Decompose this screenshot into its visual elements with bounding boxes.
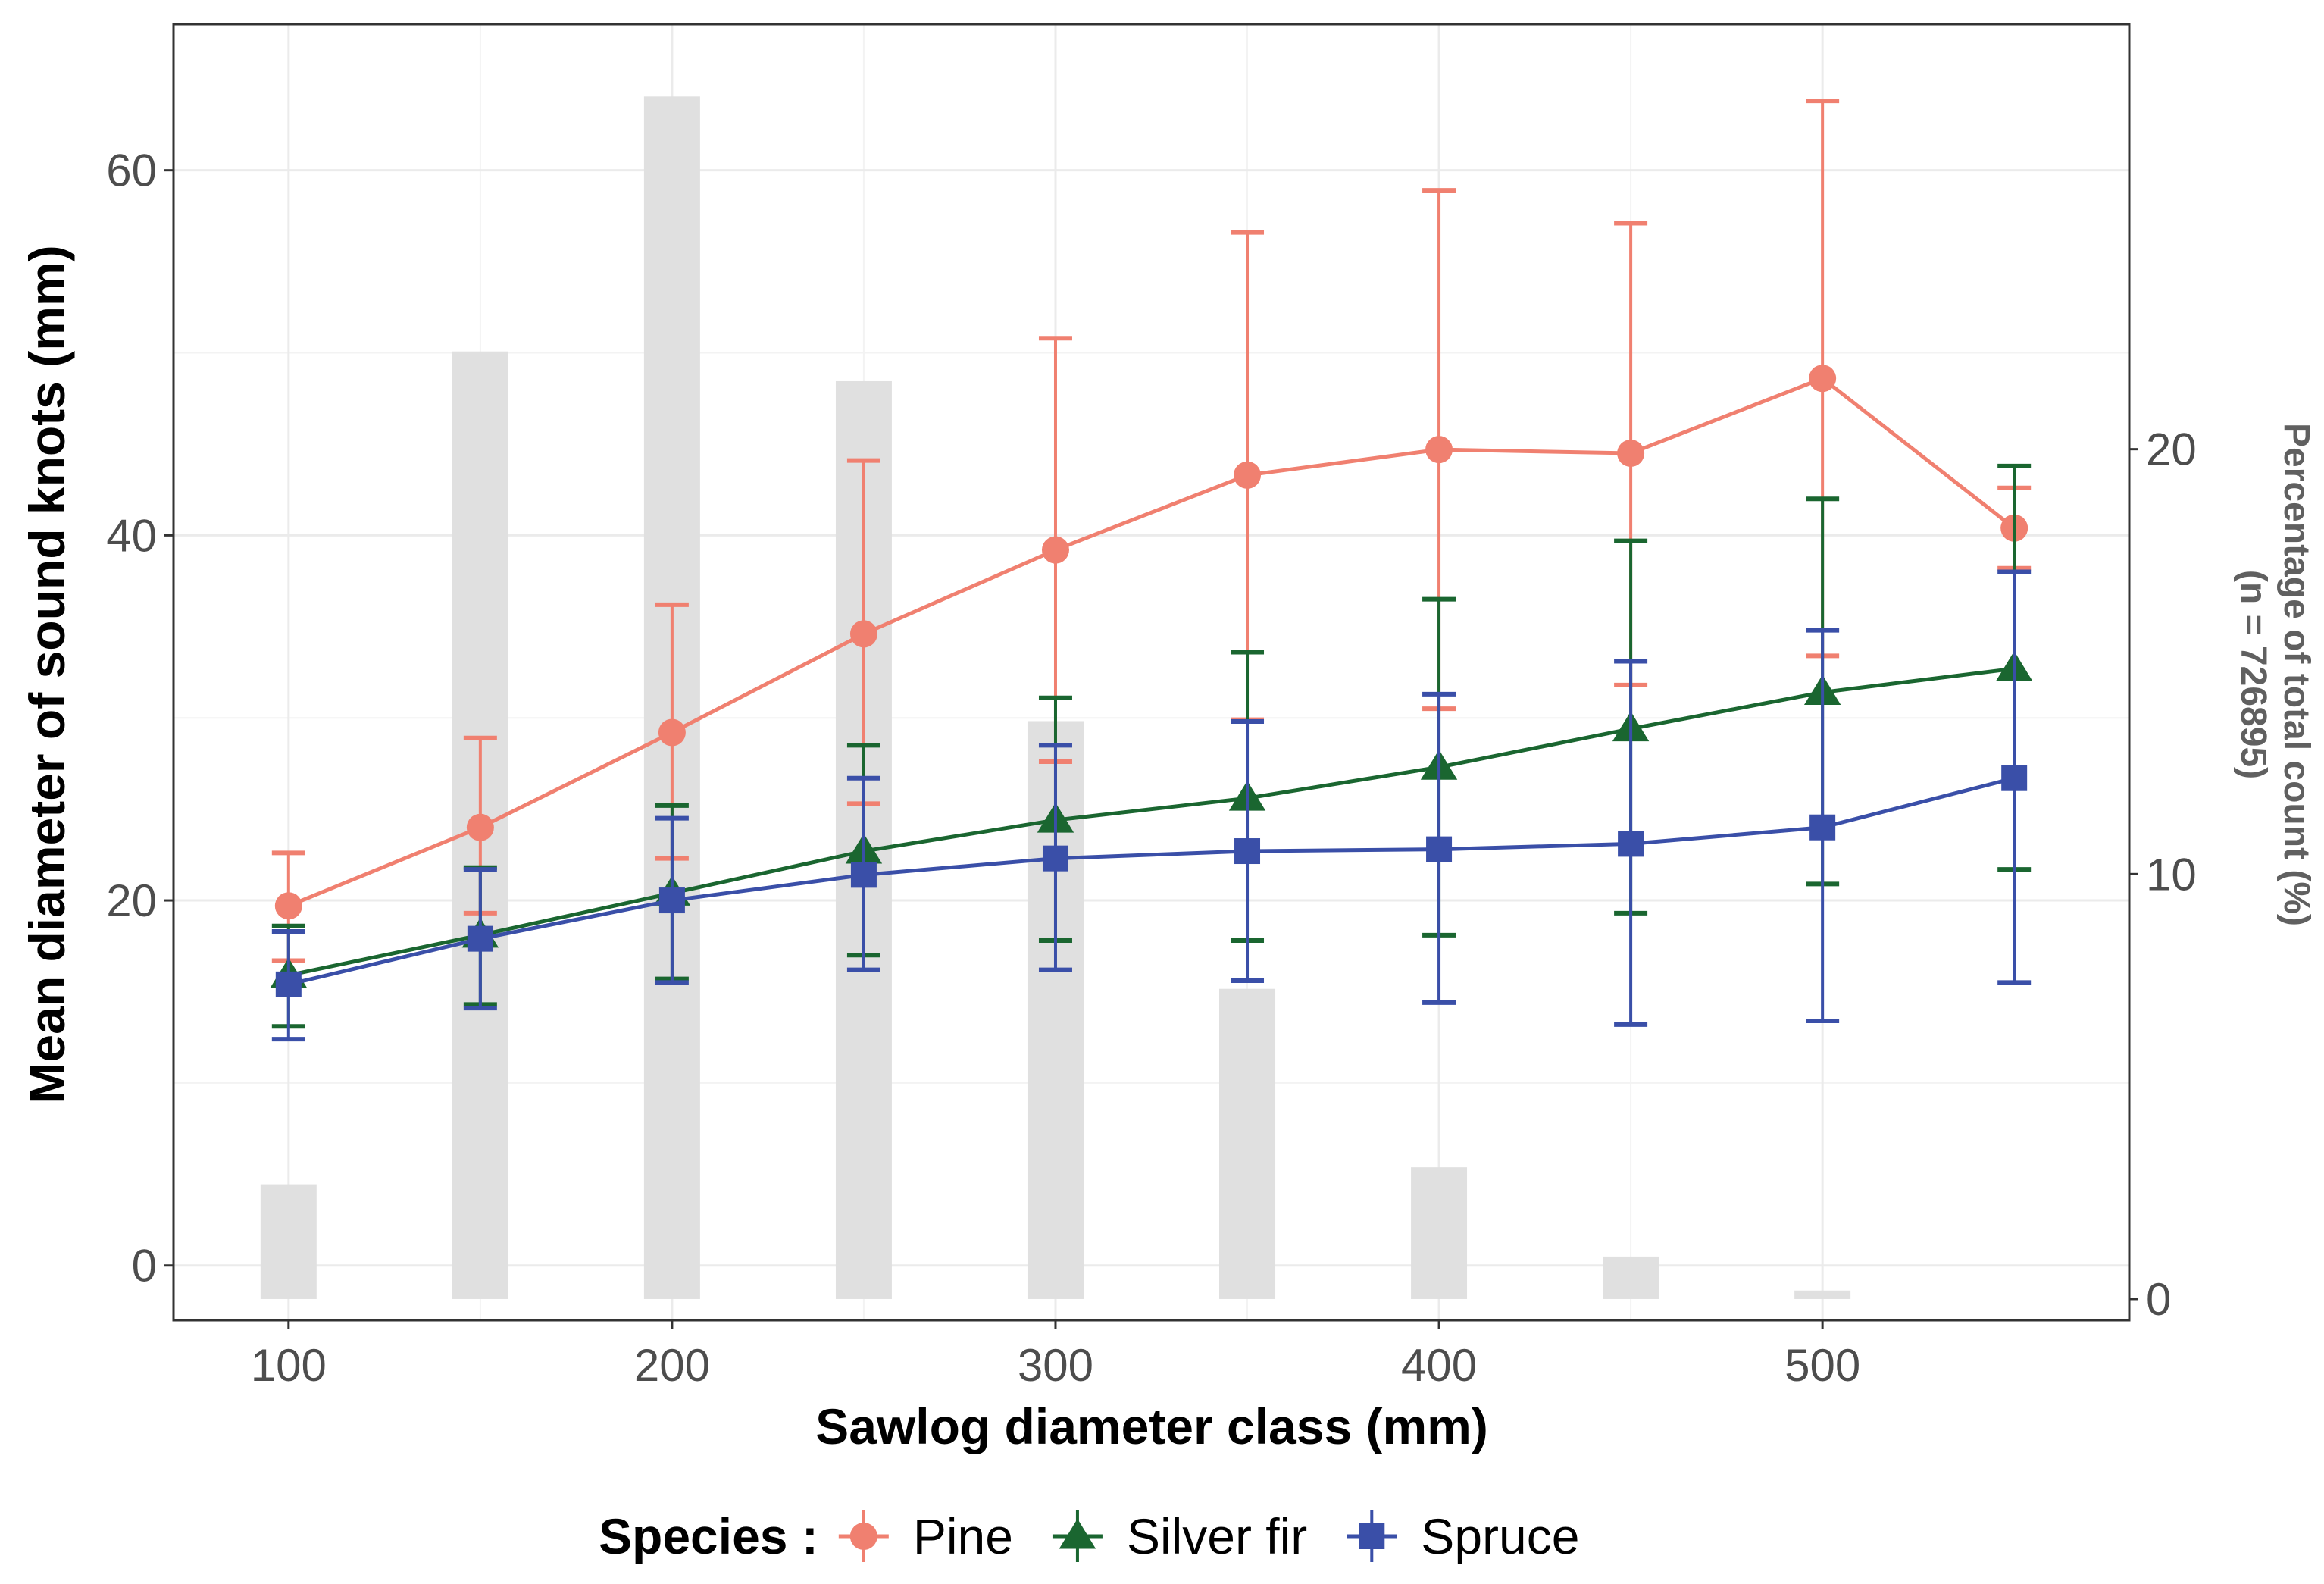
y2-tick-label: 0: [2146, 1274, 2171, 1325]
legend-marker: [1359, 1523, 1385, 1549]
series-pine: [271, 99, 2032, 963]
x-tick-label: 400: [1401, 1340, 1477, 1391]
y-tick-label: 0: [132, 1241, 157, 1291]
bar: [1411, 1167, 1468, 1299]
data-point: [1618, 831, 1644, 857]
data-point: [275, 971, 302, 997]
data-point: [466, 813, 494, 841]
series-layer: [270, 99, 2033, 1042]
data-point: [850, 862, 877, 888]
bar: [1603, 1256, 1659, 1299]
legend-item-pine: Pine: [838, 1508, 1013, 1564]
bar: [260, 1184, 317, 1299]
y2-axis: 0 10 20: [2129, 424, 2197, 1325]
data-point: [2001, 765, 2028, 791]
series-line: [288, 776, 2015, 987]
series-line: [288, 666, 2015, 978]
data-point: [658, 887, 685, 914]
y-tick-label: 60: [106, 146, 157, 196]
legend-label: Spruce: [1421, 1508, 1579, 1564]
legend-marker: [849, 1523, 877, 1550]
data-point: [1234, 461, 1262, 489]
y-tick-label: 20: [106, 875, 157, 926]
data-point: [1425, 436, 1453, 464]
y2-axis-title: Percentage of total count (%): [2276, 423, 2316, 926]
y2-axis-subtitle: (n = 726895): [2233, 570, 2273, 779]
panel-border: [172, 23, 2131, 1322]
data-point: [658, 718, 686, 747]
y-axis: 0 20 40 60: [106, 146, 174, 1291]
legend-item-spruce: Spruce: [1347, 1508, 1579, 1564]
data-point: [1426, 836, 1453, 862]
x-axis: 100 200 300 400 500: [251, 1320, 1860, 1391]
x-axis-title: Sawlog diameter class (mm): [815, 1398, 1488, 1454]
y-tick-label: 40: [106, 510, 157, 561]
y2-tick-label: 20: [2146, 424, 2197, 475]
bar: [1794, 1290, 1851, 1299]
y2-tick-label: 10: [2146, 849, 2197, 900]
x-tick-label: 100: [251, 1340, 327, 1391]
data-point: [1809, 365, 1837, 393]
legend: Species : Pine Silver fir Spruce: [599, 1508, 1579, 1564]
data-point: [1234, 838, 1261, 865]
legend-title: Species :: [599, 1508, 818, 1564]
data-point: [1617, 439, 1645, 467]
x-tick-label: 300: [1018, 1340, 1093, 1391]
x-tick-label: 200: [634, 1340, 710, 1391]
series-spruce: [271, 569, 2032, 1042]
data-point: [1809, 814, 1836, 841]
bar: [1219, 988, 1276, 1299]
data-point: [1041, 536, 1069, 564]
data-point: [1042, 845, 1068, 872]
data-point: [849, 620, 877, 648]
data-point: [467, 925, 493, 952]
legend-item-silver-fir: Silver fir: [1052, 1508, 1307, 1564]
legend-label: Silver fir: [1127, 1508, 1307, 1564]
legend-marker: [1059, 1518, 1096, 1549]
y-axis-title: Mean diameter of sound knots (mm): [19, 245, 75, 1103]
legend-label: Pine: [913, 1508, 1013, 1564]
series-line: [287, 376, 2016, 908]
data-point: [274, 892, 302, 920]
x-tick-label: 500: [1784, 1340, 1860, 1391]
